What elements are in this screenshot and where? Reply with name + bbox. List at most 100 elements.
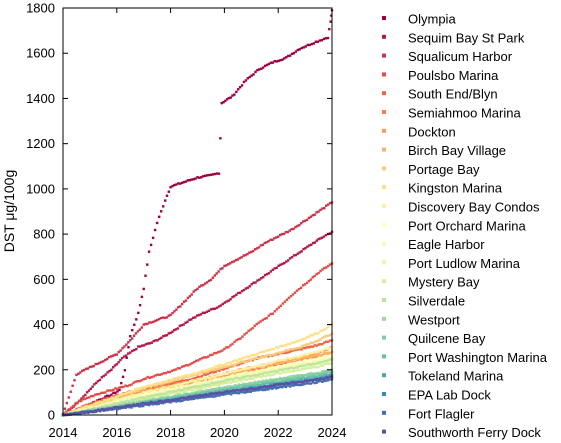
data-point (253, 357, 256, 361)
data-point (269, 312, 273, 316)
data-point (206, 395, 209, 398)
data-point (321, 342, 324, 346)
data-point (305, 281, 309, 285)
data-point (100, 407, 104, 411)
data-point (140, 295, 144, 299)
data-point (116, 387, 119, 390)
data-point (255, 383, 258, 387)
data-point (280, 363, 284, 366)
data-point (319, 349, 322, 352)
data-point (315, 351, 318, 354)
data-point (265, 316, 268, 320)
data-point (202, 373, 206, 376)
data-point (237, 392, 241, 395)
data-point (151, 391, 155, 394)
data-point (294, 374, 298, 378)
data-point (208, 371, 211, 375)
data-point (278, 376, 282, 380)
data-point (325, 354, 328, 358)
data-point (156, 339, 159, 342)
data-point (257, 364, 260, 368)
data-point (311, 276, 314, 279)
data-point (263, 273, 267, 277)
data-point (192, 373, 196, 377)
data-point (147, 250, 151, 253)
data-point (192, 360, 196, 364)
data-point (88, 365, 92, 369)
data-point (319, 371, 322, 374)
data-point (162, 372, 166, 375)
data-point (224, 389, 227, 392)
data-point (221, 302, 225, 306)
data-point (137, 311, 140, 315)
data-point (192, 290, 195, 293)
data-point (128, 384, 131, 387)
data-point (230, 387, 233, 390)
data-point (140, 402, 143, 405)
data-point (225, 98, 229, 101)
data-point (159, 210, 163, 213)
data-point (144, 343, 148, 346)
data-point (69, 390, 72, 393)
data-point (313, 340, 316, 344)
data-point (298, 383, 301, 387)
data-point (243, 371, 247, 374)
data-point (173, 381, 176, 384)
data-point (251, 384, 254, 387)
data-point (203, 311, 207, 315)
data-point (153, 387, 157, 390)
data-point (147, 384, 151, 387)
data-point (171, 330, 174, 333)
data-point (307, 375, 311, 379)
data-point (110, 403, 114, 406)
data-point (97, 408, 100, 412)
data-point (186, 364, 190, 367)
data-point (233, 340, 236, 344)
data-point (106, 404, 110, 408)
data-point (187, 378, 190, 382)
data-point (271, 367, 274, 371)
data-point (235, 293, 238, 296)
data-point (79, 371, 82, 374)
data-point (302, 376, 305, 379)
legend-marker (382, 110, 386, 114)
data-point (304, 343, 307, 347)
data-point (144, 322, 147, 326)
data-point (284, 349, 288, 352)
data-point (314, 40, 318, 43)
data-point (328, 362, 332, 366)
data-point (161, 390, 164, 393)
data-point (278, 344, 282, 348)
data-point (188, 395, 192, 398)
data-point (71, 384, 74, 387)
data-point (255, 364, 258, 368)
data-point (288, 54, 292, 57)
data-point (294, 369, 298, 373)
data-point (237, 88, 240, 91)
data-point (188, 388, 192, 391)
data-point (110, 402, 114, 405)
data-point (89, 404, 92, 407)
data-point (131, 328, 134, 332)
data-point (167, 381, 170, 384)
data-point (114, 407, 118, 410)
data-point (165, 399, 168, 402)
data-point (249, 372, 253, 375)
data-point (230, 373, 233, 376)
data-point (149, 402, 153, 406)
data-point (265, 354, 268, 358)
data-point (159, 399, 163, 403)
data-point (269, 270, 273, 273)
data-point (179, 388, 182, 392)
data-point (194, 390, 198, 394)
data-point (300, 250, 303, 253)
data-point (255, 353, 258, 356)
data-point (204, 393, 208, 396)
data-point (100, 403, 104, 407)
data-point (222, 365, 225, 369)
data-point (221, 349, 224, 352)
data-point (95, 410, 98, 414)
data-point (155, 393, 159, 397)
data-point (167, 387, 170, 391)
data-point (155, 391, 159, 394)
